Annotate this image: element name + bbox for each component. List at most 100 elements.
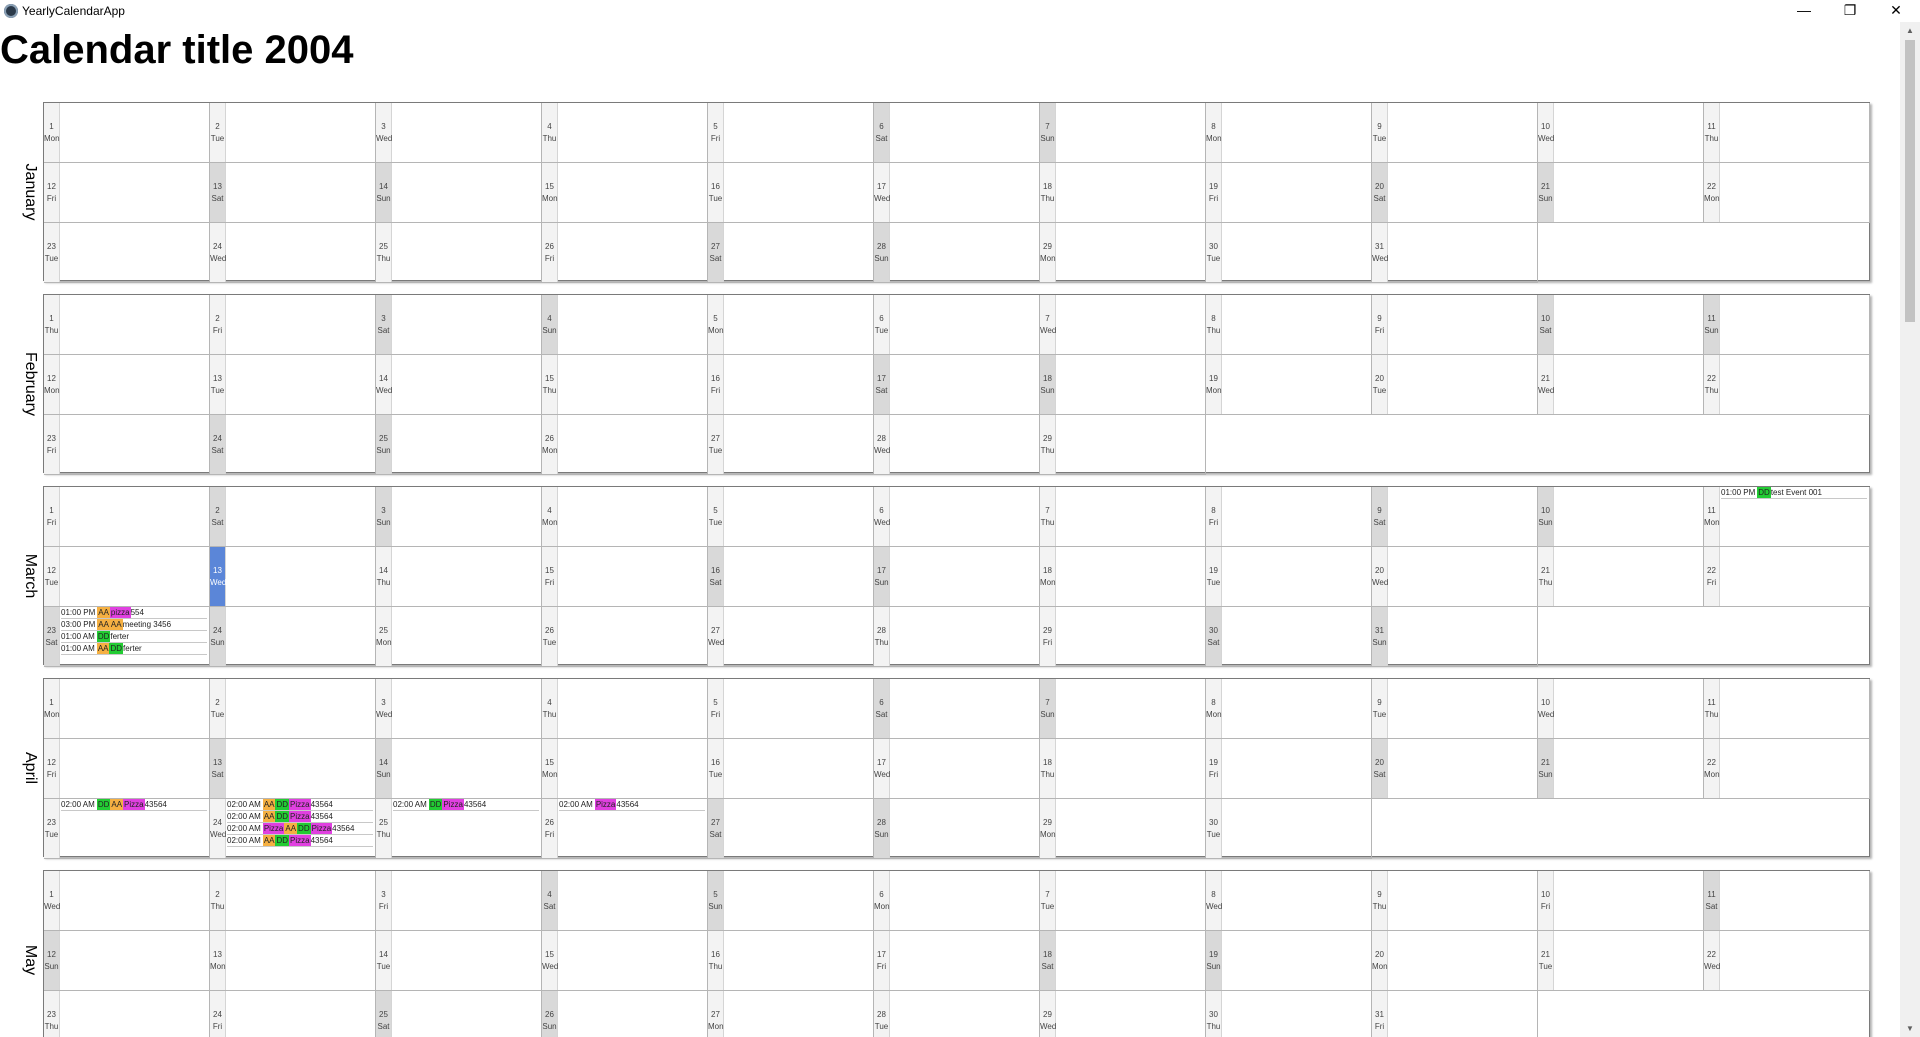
day-cell[interactable]: 30 Tue xyxy=(1206,223,1372,283)
day-cell[interactable]: 13 Wed xyxy=(210,547,376,607)
day-cell[interactable]: 14 Thu xyxy=(376,547,542,607)
day-cell[interactable]: 2 Sat xyxy=(210,487,376,547)
day-cell[interactable]: 20 Tue xyxy=(1372,355,1538,415)
day-cell[interactable]: 26 Fri 02:00 AM Pizza43564 xyxy=(542,799,708,859)
day-cell[interactable]: 22 Mon xyxy=(1704,163,1870,223)
day-cell[interactable]: 23 Thu xyxy=(44,991,210,1037)
day-cell[interactable]: 19 Fri xyxy=(1206,163,1372,223)
day-cell[interactable]: 5 Mon xyxy=(708,295,874,355)
day-cell[interactable]: 24 Sat xyxy=(210,415,376,475)
day-cell[interactable]: 12 Sun xyxy=(44,931,210,991)
day-cell[interactable]: 20 Sat xyxy=(1372,739,1538,799)
event-item[interactable]: 01:00 AM AA DDferter xyxy=(61,643,207,655)
day-cell[interactable]: 28 Sun xyxy=(874,223,1040,283)
day-cell[interactable]: 19 Mon xyxy=(1206,355,1372,415)
day-cell[interactable]: 16 Fri xyxy=(708,355,874,415)
day-cell[interactable]: 20 Mon xyxy=(1372,931,1538,991)
day-cell[interactable]: 19 Sun xyxy=(1206,931,1372,991)
day-cell[interactable]: 18 Mon xyxy=(1040,547,1206,607)
day-cell[interactable]: 12 Mon xyxy=(44,355,210,415)
day-cell[interactable]: 6 Sat xyxy=(874,679,1040,739)
day-cell[interactable]: 17 Sat xyxy=(874,355,1040,415)
event-item[interactable]: 02:00 AM DD AA Pizza43564 xyxy=(61,799,207,811)
day-cell[interactable]: 8 Mon xyxy=(1206,679,1372,739)
day-cell[interactable]: 27 Mon xyxy=(708,991,874,1037)
day-cell[interactable]: 11 Sat xyxy=(1704,871,1870,931)
day-cell[interactable]: 30 Tue xyxy=(1206,799,1372,859)
day-cell[interactable]: 13 Sat xyxy=(210,739,376,799)
day-cell[interactable]: 7 Wed xyxy=(1040,295,1206,355)
day-cell[interactable]: 25 Sun xyxy=(376,415,542,475)
day-cell[interactable]: 31 Wed xyxy=(1372,223,1538,283)
day-cell[interactable]: 4 Thu xyxy=(542,103,708,163)
event-item[interactable]: 02:00 AM Pizza43564 xyxy=(559,799,705,811)
day-cell[interactable]: 14 Wed xyxy=(376,355,542,415)
day-cell[interactable]: 29 Mon xyxy=(1040,223,1206,283)
day-cell[interactable]: 19 Fri xyxy=(1206,739,1372,799)
day-cell[interactable]: 15 Thu xyxy=(542,355,708,415)
day-cell[interactable]: 13 Tue xyxy=(210,355,376,415)
day-cell[interactable]: 24 Fri xyxy=(210,991,376,1037)
day-cell[interactable]: 22 Wed xyxy=(1704,931,1870,991)
day-cell[interactable]: 4 Sun xyxy=(542,295,708,355)
day-cell[interactable]: 8 Mon xyxy=(1206,103,1372,163)
day-cell[interactable]: 5 Fri xyxy=(708,679,874,739)
day-cell[interactable]: 26 Fri xyxy=(542,223,708,283)
day-cell[interactable]: 21 Tue xyxy=(1538,931,1704,991)
day-cell[interactable]: 18 Sat xyxy=(1040,931,1206,991)
day-cell[interactable]: 6 Sat xyxy=(874,103,1040,163)
day-cell[interactable]: 30 Sat xyxy=(1206,607,1372,667)
day-cell[interactable]: 17 Sun xyxy=(874,547,1040,607)
day-cell[interactable]: 28 Thu xyxy=(874,607,1040,667)
day-cell[interactable]: 12 Tue xyxy=(44,547,210,607)
day-cell[interactable]: 19 Tue xyxy=(1206,547,1372,607)
day-cell[interactable]: 21 Wed xyxy=(1538,355,1704,415)
event-item[interactable]: 02:00 AM Pizza AA DD Pizza43564 xyxy=(227,823,373,835)
day-cell[interactable]: 29 Wed xyxy=(1040,991,1206,1037)
event-item[interactable]: 02:00 AM AA DD Pizza43564 xyxy=(227,811,373,823)
day-cell[interactable]: 10 Fri xyxy=(1538,871,1704,931)
day-cell[interactable]: 17 Wed xyxy=(874,739,1040,799)
day-cell[interactable]: 16 Tue xyxy=(708,739,874,799)
day-cell[interactable]: 11 Mon 01:00 PM DDtest Event 001 xyxy=(1704,487,1870,547)
day-cell[interactable]: 2 Fri xyxy=(210,295,376,355)
day-cell[interactable]: 15 Fri xyxy=(542,547,708,607)
minimize-button[interactable]: — xyxy=(1797,2,1811,18)
day-cell[interactable]: 2 Thu xyxy=(210,871,376,931)
day-cell[interactable]: 5 Sun xyxy=(708,871,874,931)
day-cell[interactable]: 13 Sat xyxy=(210,163,376,223)
event-item[interactable]: 02:00 AM DD Pizza43564 xyxy=(393,799,539,811)
day-cell[interactable]: 5 Fri xyxy=(708,103,874,163)
day-cell[interactable]: 20 Wed xyxy=(1372,547,1538,607)
day-cell[interactable]: 1 Wed xyxy=(44,871,210,931)
day-cell[interactable]: 2 Tue xyxy=(210,679,376,739)
day-cell[interactable]: 27 Sat xyxy=(708,799,874,859)
day-cell[interactable]: 12 Fri xyxy=(44,163,210,223)
day-cell[interactable]: 6 Wed xyxy=(874,487,1040,547)
day-cell[interactable]: 8 Fri xyxy=(1206,487,1372,547)
event-item[interactable]: 02:00 AM AA DD Pizza43564 xyxy=(227,799,373,811)
day-cell[interactable]: 18 Sun xyxy=(1040,355,1206,415)
day-cell[interactable]: 28 Sun xyxy=(874,799,1040,859)
day-cell[interactable]: 20 Sat xyxy=(1372,163,1538,223)
day-cell[interactable]: 9 Tue xyxy=(1372,679,1538,739)
day-cell[interactable]: 3 Wed xyxy=(376,679,542,739)
day-cell[interactable]: 24 Wed xyxy=(210,223,376,283)
day-cell[interactable]: 16 Tue xyxy=(708,163,874,223)
event-item[interactable]: 02:00 AM AA DD Pizza43564 xyxy=(227,835,373,847)
day-cell[interactable]: 9 Fri xyxy=(1372,295,1538,355)
day-cell[interactable]: 21 Thu xyxy=(1538,547,1704,607)
day-cell[interactable]: 10 Wed xyxy=(1538,679,1704,739)
restore-button[interactable]: ❐ xyxy=(1843,2,1857,18)
day-cell[interactable]: 3 Wed xyxy=(376,103,542,163)
event-item[interactable]: 01:00 AM DDferter xyxy=(61,631,207,643)
day-cell[interactable]: 25 Thu 02:00 AM DD Pizza43564 xyxy=(376,799,542,859)
day-cell[interactable]: 22 Thu xyxy=(1704,355,1870,415)
day-cell[interactable]: 1 Fri xyxy=(44,487,210,547)
day-cell[interactable]: 23 Tue 02:00 AM DD AA Pizza43564 xyxy=(44,799,210,859)
day-cell[interactable]: 17 Fri xyxy=(874,931,1040,991)
day-cell[interactable]: 26 Tue xyxy=(542,607,708,667)
day-cell[interactable]: 31 Sun xyxy=(1372,607,1538,667)
day-cell[interactable]: 3 Sun xyxy=(376,487,542,547)
day-cell[interactable]: 8 Thu xyxy=(1206,295,1372,355)
